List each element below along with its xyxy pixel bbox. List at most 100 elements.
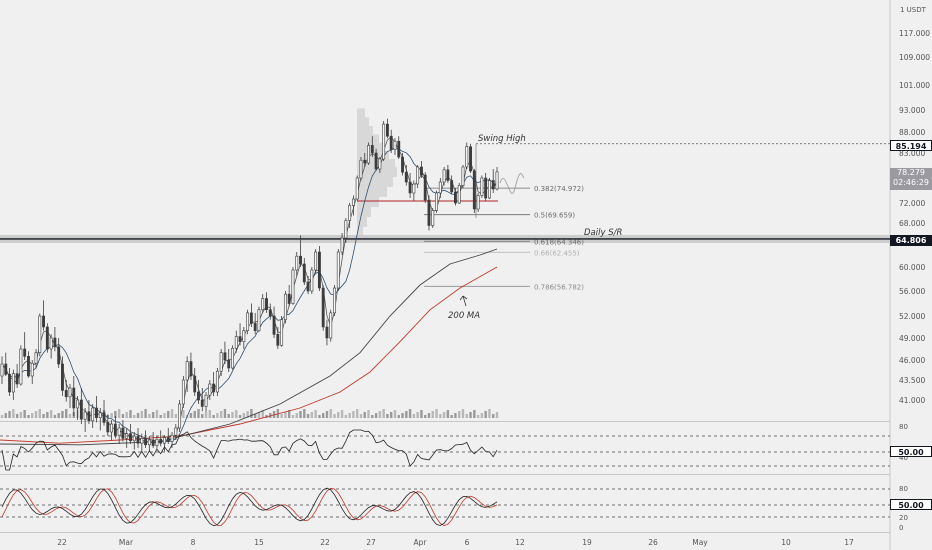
stoch-d-line [1,487,498,527]
candle-up [461,166,465,186]
time-tick-label: 27 [366,538,376,547]
volume-bar [19,412,23,418]
volume-bar [412,414,416,418]
candle-up [382,123,386,160]
volume-bar [144,409,147,418]
volume-bar [246,411,249,418]
candle-down [144,438,148,446]
swing-high-annotation: Swing High [478,134,526,144]
volume-bar [257,412,261,418]
rsi-pane-background [0,423,890,473]
volume-bar [303,409,306,418]
candle-up [132,435,136,442]
volume-bar [355,409,359,418]
rsi-value-label: 50.00 [890,446,932,457]
candle-up [283,293,287,320]
price-pane-background [0,0,890,421]
candle-down [200,399,204,407]
volume-bar [238,415,242,418]
candle-down [227,359,231,369]
time-tick-label: 22 [320,538,330,547]
volume-bar [65,409,68,418]
candle-down [472,170,476,210]
candle-up [98,412,102,418]
candle-up [355,177,359,200]
candle-down [253,323,257,331]
volume-bar [219,411,223,418]
candle-countdown: 02:46:29 [893,178,929,187]
candlestick-series[interactable] [0,118,499,452]
candle-up [242,330,246,342]
time-tick-label: 17 [844,538,854,547]
volume-bar [8,411,11,418]
candle-down [370,145,374,154]
fib-05-label: 0.5(69.659) [534,212,575,220]
volume-bar [420,410,423,418]
candle-down [129,433,132,442]
candle-down [45,326,49,350]
price-tick-label: 68.000 [899,219,925,228]
time-axis[interactable]: 22 Mar 8 15 22 27 Apr 6 12 19 26 May 10 17 [57,538,854,547]
volume-bar [427,413,431,418]
candle-down [325,326,329,339]
rsi-tick-80: 80 [899,423,908,431]
time-tick-label: May [692,538,708,547]
volume-bar [329,409,332,418]
volume-bar [129,410,132,418]
candle-down [404,171,408,183]
volume-bar [201,414,204,418]
volume-bar [476,415,480,418]
price-axis[interactable]: 1 USDT 117.000 109.000 101.000 93.000 88.000 8… [899,6,930,405]
volume-bar [359,414,363,418]
candle-up [431,210,435,226]
candle-up [310,269,314,292]
candle-up [181,379,185,405]
volume-bar [155,410,159,418]
candle-down [268,309,272,317]
volume-bar [314,410,317,418]
volume-bar [480,413,484,418]
candle-down [321,287,325,328]
candle-down [249,312,253,324]
candle-up [76,399,80,409]
candle-down [61,363,64,391]
candle-up [185,361,189,381]
candle-down [276,334,280,346]
candle-up [344,220,348,239]
volume-profile-bar [357,217,367,227]
volume-bar [125,412,128,418]
volume-bar [454,413,457,418]
volume-bar [223,409,227,418]
volume-bar [15,414,19,418]
volume-bar [318,415,321,418]
candle-down [193,375,197,393]
candle-down [238,336,242,342]
candle-down [469,146,472,172]
volume-bar [299,411,302,418]
volume-bar [291,415,295,418]
candle-up [208,383,212,396]
candle-down [397,140,401,158]
candle-down [95,407,98,418]
volume-bar [42,414,45,418]
candle-up [174,427,178,436]
time-tick-label: 22 [57,538,67,547]
candle-down [4,363,8,375]
volume-profile-bar [357,197,379,207]
volume-profile-bar [357,134,379,145]
candle-up [204,394,208,407]
candle-down [212,383,216,393]
volume-bar [450,415,453,418]
stoch-k-line [1,487,498,527]
candle-up [30,362,34,377]
volume-bar [170,409,174,418]
volume-bar [38,409,41,418]
candle-down [72,387,76,409]
price-tick-label: 72.000 [899,199,925,208]
candle-up [465,146,469,168]
volume-bar [46,412,49,418]
candle-down [42,315,45,328]
candle-down [87,411,91,422]
price-projection [499,173,525,194]
